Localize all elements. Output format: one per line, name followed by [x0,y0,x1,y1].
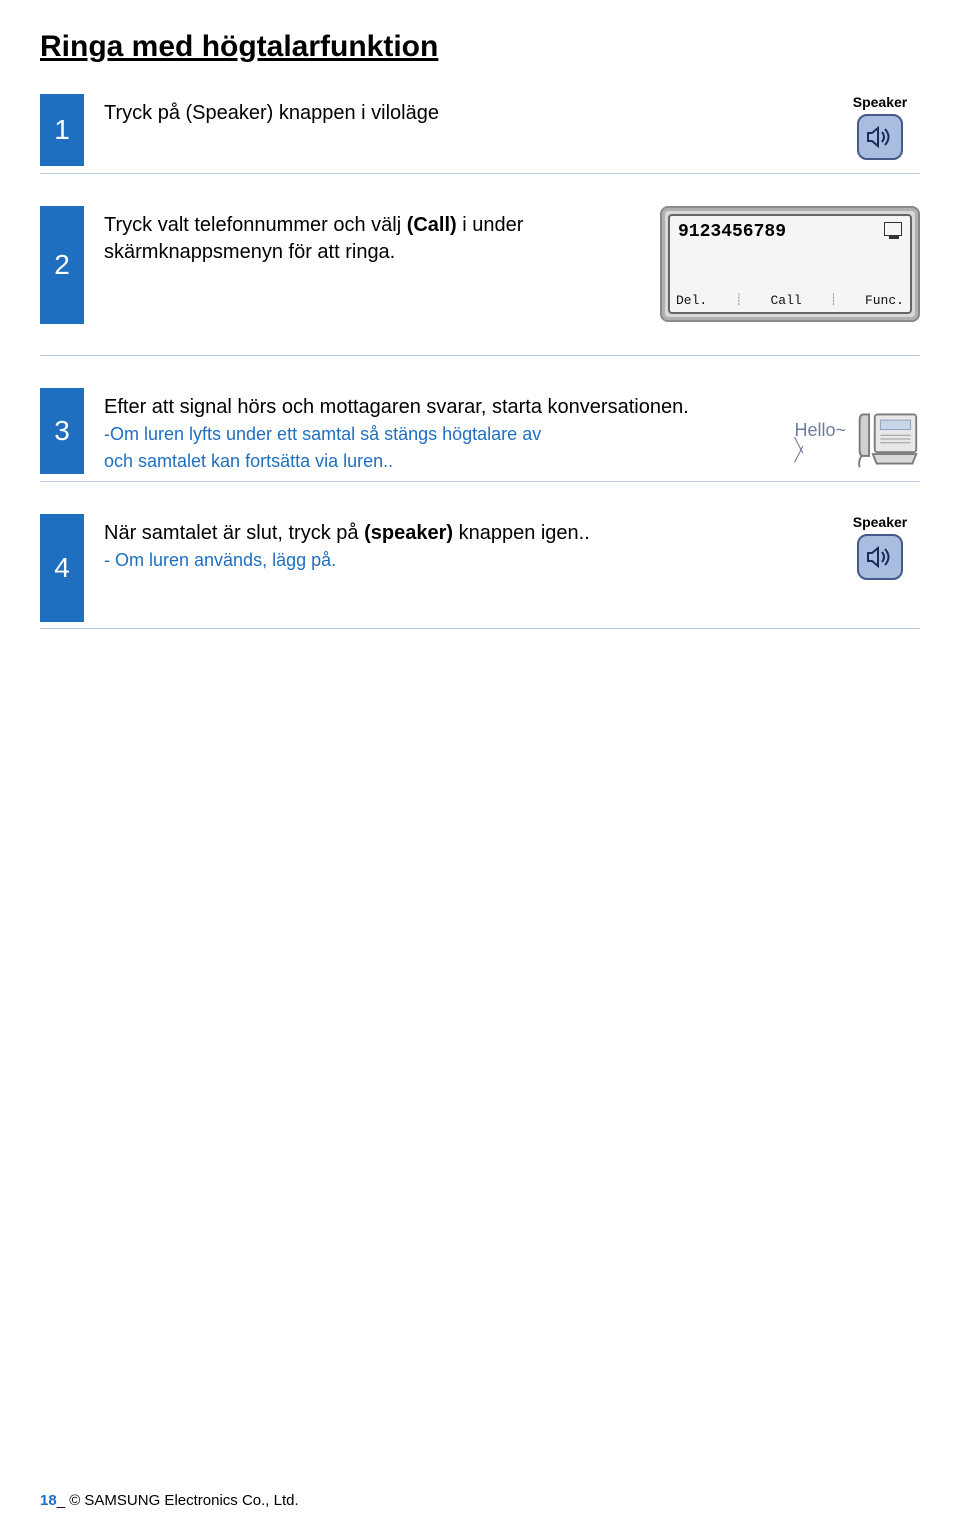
dialed-number: 9123456789 [678,222,902,242]
softkey-call: Call [770,293,801,308]
speaker-button-icon [857,114,903,160]
step-3-sub-2: och samtalet kan fortsätta via luren.. [104,451,393,471]
network-icon [884,222,902,236]
step-number-1: 1 [40,94,84,166]
step-text-1: Tryck på (Speaker) knappen i viloläge [104,94,830,127]
page-number: 18 [40,1492,57,1509]
speaker-button-icon-4 [857,534,903,580]
softkey-del: Del. [676,293,707,308]
step-text-2: Tryck valt telefonnummer och välj (Call)… [104,206,650,266]
step-4-sub-1: - Om luren används, lägg på. [104,550,336,570]
step-1-text: Tryck på (Speaker) knappen i viloläge [104,102,439,124]
page-footer: 18_ © SAMSUNG Electronics Co., Ltd. [40,1492,299,1509]
step-4-bold: (speaker) [364,522,453,544]
softkey-sep-2: ┊ [830,293,837,308]
hello-visual: Hello~ ╲╱ [794,388,920,470]
step-row-4: 4 När samtalet är slut, tryck på (speake… [40,514,920,629]
footer-sep: _ [57,1492,70,1509]
speaker-label-1: Speaker [853,94,907,110]
step-4-text-a: När samtalet är slut, tryck på [104,522,364,544]
phone-screen: 9123456789 Del. ┊ Call ┊ Func. [660,206,920,322]
page-title: Ringa med högtalarfunktion [40,30,920,64]
speaker-visual-4: Speaker [840,514,920,580]
step-2-text-a: Tryck valt telefonnummer och välj [104,214,407,236]
hello-speech-lines: ╲╱ [794,441,846,458]
deskphone-icon [854,408,920,470]
step-text-3: Efter att signal hörs och mottagaren sva… [104,388,784,475]
step-row-1: 1 Tryck på (Speaker) knappen i viloläge … [40,94,920,174]
softkey-func: Func. [865,293,904,308]
footer-copyright: © SAMSUNG Electronics Co., Ltd. [69,1492,298,1509]
step-3-sub-1: -Om luren lyfts under ett samtal så stän… [104,424,541,444]
speaker-visual-1: Speaker [840,94,920,160]
step-4-text-b: knappen igen.. [453,522,590,544]
phone-lcd: 9123456789 Del. ┊ Call ┊ Func. [668,214,912,314]
hello-text: Hello~ [794,420,846,440]
lcd-softkeys: Del. ┊ Call ┊ Func. [676,293,904,308]
step-3-text: Efter att signal hörs och mottagaren sva… [104,396,689,418]
step-number-2: 2 [40,206,84,324]
softkey-sep-1: ┊ [736,293,743,308]
step-text-4: När samtalet är slut, tryck på (speaker)… [104,514,830,574]
step-number-4: 4 [40,514,84,622]
phone-screen-visual: 9123456789 Del. ┊ Call ┊ Func. [660,206,920,322]
step-2-bold: (Call) [407,214,457,236]
step-row-3: 3 Efter att signal hörs och mottagaren s… [40,388,920,482]
step-number-3: 3 [40,388,84,474]
step-row-2: 2 Tryck valt telefonnummer och välj (Cal… [40,206,920,356]
speaker-label-4: Speaker [853,514,907,530]
hello-lines-group: Hello~ ╲╱ [794,420,846,458]
